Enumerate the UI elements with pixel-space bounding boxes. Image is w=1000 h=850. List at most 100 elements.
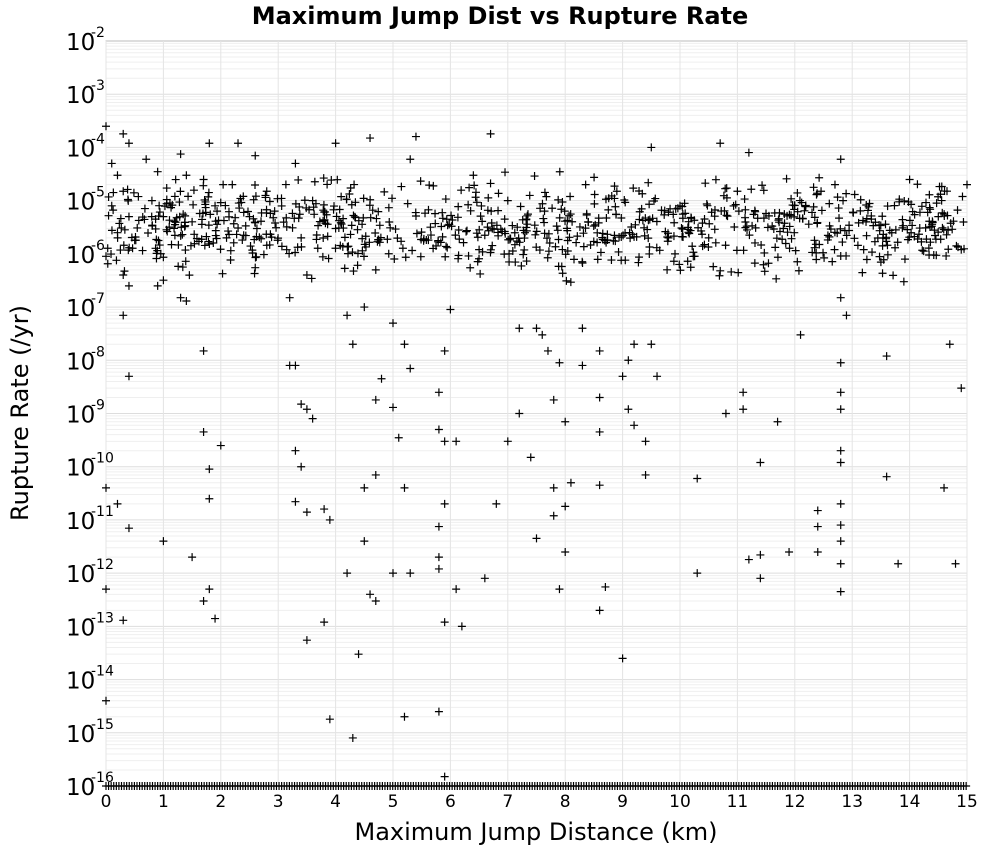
data-point <box>243 207 252 216</box>
data-point <box>790 228 799 237</box>
data-point <box>181 221 190 230</box>
y-tick-base: 10 <box>66 722 95 748</box>
data-point <box>294 214 303 223</box>
data-point <box>810 236 819 245</box>
data-point <box>795 196 804 205</box>
data-point <box>905 216 914 225</box>
data-point <box>271 218 280 227</box>
data-point <box>836 499 845 508</box>
data-point <box>486 245 495 254</box>
data-point <box>563 247 572 256</box>
data-point <box>492 499 501 508</box>
data-point <box>750 238 759 247</box>
data-point <box>664 229 673 238</box>
data-point <box>810 213 819 222</box>
data-point <box>350 180 359 189</box>
x-tick-label: 0 <box>101 792 112 812</box>
data-point <box>188 553 197 562</box>
data-point <box>371 229 380 238</box>
data-point <box>543 346 552 355</box>
data-point <box>809 202 818 211</box>
data-point <box>515 238 524 247</box>
data-point <box>617 213 626 222</box>
data-point <box>645 215 654 224</box>
data-point <box>454 226 463 235</box>
data-point <box>440 346 449 355</box>
data-point <box>500 215 509 224</box>
data-point <box>348 733 357 742</box>
data-point <box>595 427 604 436</box>
data-point <box>459 238 468 247</box>
data-point <box>794 266 803 275</box>
data-point <box>429 181 438 190</box>
data-point <box>226 246 235 255</box>
data-point <box>535 246 544 255</box>
data-point <box>234 223 243 232</box>
data-point <box>687 214 696 223</box>
data-point <box>302 203 311 212</box>
data-point <box>274 234 283 243</box>
data-point <box>216 245 225 254</box>
data-point <box>133 223 142 232</box>
data-point <box>466 206 475 215</box>
data-point <box>660 210 669 219</box>
data-point <box>211 201 220 210</box>
data-point <box>228 180 237 189</box>
data-point <box>291 199 300 208</box>
data-point <box>446 305 455 314</box>
data-point <box>336 241 345 250</box>
data-point <box>895 195 904 204</box>
data-point <box>883 250 892 259</box>
data-point <box>582 211 591 220</box>
data-point <box>252 252 261 261</box>
data-point <box>858 268 867 277</box>
data-point <box>475 225 484 234</box>
data-point <box>785 210 794 219</box>
data-point <box>810 243 819 252</box>
data-point <box>353 249 362 258</box>
data-point <box>675 260 684 269</box>
data-point <box>371 395 380 404</box>
data-point <box>657 206 666 215</box>
y-tick-label: 10-10 <box>66 451 114 482</box>
data-point <box>262 205 271 214</box>
data-point <box>496 225 505 234</box>
chart-title: Maximum Jump Dist vs Rupture Rate <box>252 2 749 30</box>
data-point <box>928 218 937 227</box>
data-point <box>565 211 574 220</box>
x-tick-label: 4 <box>330 792 341 812</box>
data-point <box>813 219 822 228</box>
data-point <box>812 190 821 199</box>
data-point <box>925 190 934 199</box>
data-point <box>530 172 539 181</box>
y-tick-exponent: -14 <box>91 664 114 680</box>
data-point <box>598 229 607 238</box>
data-point <box>349 267 358 276</box>
data-point <box>138 246 147 255</box>
data-point <box>209 238 218 247</box>
data-point <box>744 555 753 564</box>
data-point <box>558 245 567 254</box>
data-point <box>434 553 443 562</box>
data-point <box>545 239 554 248</box>
y-tick-exponent: -5 <box>91 185 105 201</box>
data-point <box>464 200 473 209</box>
data-point <box>104 192 113 201</box>
data-point <box>711 175 720 184</box>
data-point <box>417 228 426 237</box>
data-point <box>873 234 882 243</box>
data-point <box>923 208 932 217</box>
data-point <box>155 241 164 250</box>
data-point <box>856 195 865 204</box>
data-point <box>237 198 246 207</box>
data-point <box>307 274 316 283</box>
data-point <box>558 269 567 278</box>
data-point <box>771 243 780 252</box>
data-point <box>251 253 260 262</box>
data-point <box>351 198 360 207</box>
data-point <box>645 243 654 252</box>
data-point <box>781 239 790 248</box>
data-point <box>543 253 552 262</box>
data-point <box>540 188 549 197</box>
data-point <box>914 230 923 239</box>
